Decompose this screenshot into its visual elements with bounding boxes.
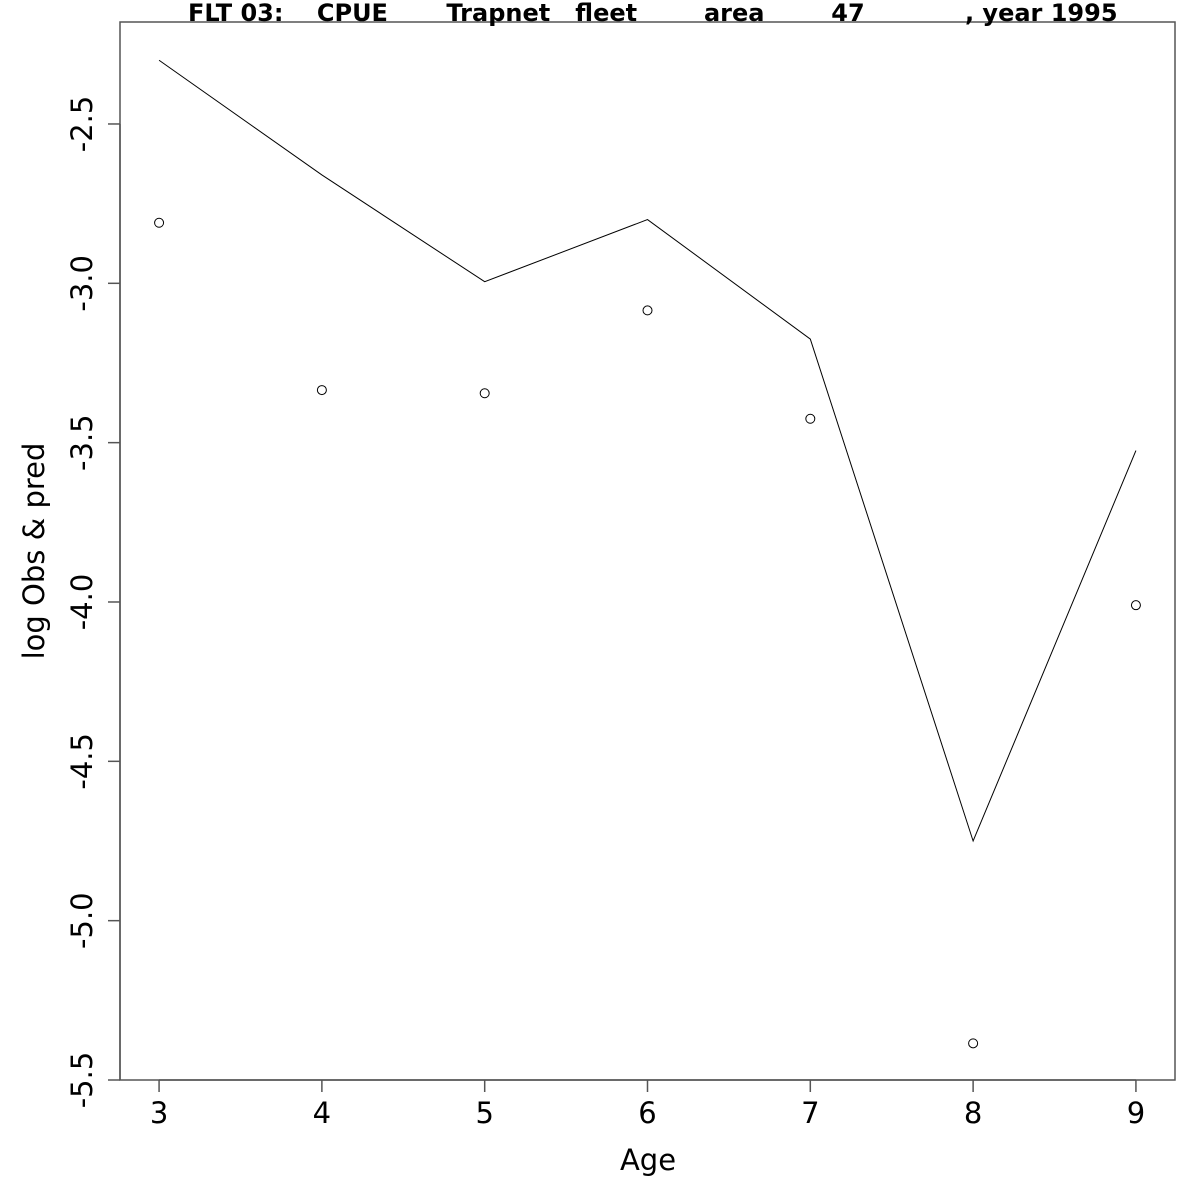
x-tick-label: 8 xyxy=(964,1096,982,1130)
x-tick-label: 6 xyxy=(638,1096,656,1130)
x-tick-label: 9 xyxy=(1127,1096,1145,1130)
observed-point xyxy=(154,217,165,228)
y-tick-label: -2.5 xyxy=(65,96,99,153)
x-tick-label: 5 xyxy=(475,1096,493,1130)
y-tick-label: -3.0 xyxy=(65,255,99,312)
x-tick-label: 3 xyxy=(150,1096,168,1130)
observed-point xyxy=(1130,600,1141,611)
plot-frame xyxy=(119,21,1176,1081)
y-tick-label: -3.5 xyxy=(65,414,99,471)
observed-point xyxy=(316,385,327,396)
y-tick-label: -5.0 xyxy=(65,892,99,949)
x-tick-label: 7 xyxy=(801,1096,819,1130)
chart-title: FLT 03: CPUE Trapnet fleet area 47 , yea… xyxy=(188,0,1118,27)
predicted-line xyxy=(158,59,1137,843)
x-axis: 3 4 5 6 7 8 9 xyxy=(150,1079,1145,1130)
y-axis: -5.5 -5.0 -4.5 -4.0 -3.5 -3.0 -2.5 xyxy=(65,96,121,1109)
observed-point xyxy=(805,413,816,424)
x-tick-label: 4 xyxy=(313,1096,331,1130)
observed-point xyxy=(642,305,653,316)
x-axis-label: Age xyxy=(620,1143,676,1177)
series-layer xyxy=(154,59,1141,1049)
observed-point xyxy=(968,1038,979,1049)
y-axis-label: log Obs & pred xyxy=(17,443,51,660)
observed-point xyxy=(479,388,490,399)
y-tick-label: -4.0 xyxy=(65,574,99,631)
y-tick-label: -5.5 xyxy=(65,1052,99,1109)
y-tick-label: -4.5 xyxy=(65,733,99,790)
